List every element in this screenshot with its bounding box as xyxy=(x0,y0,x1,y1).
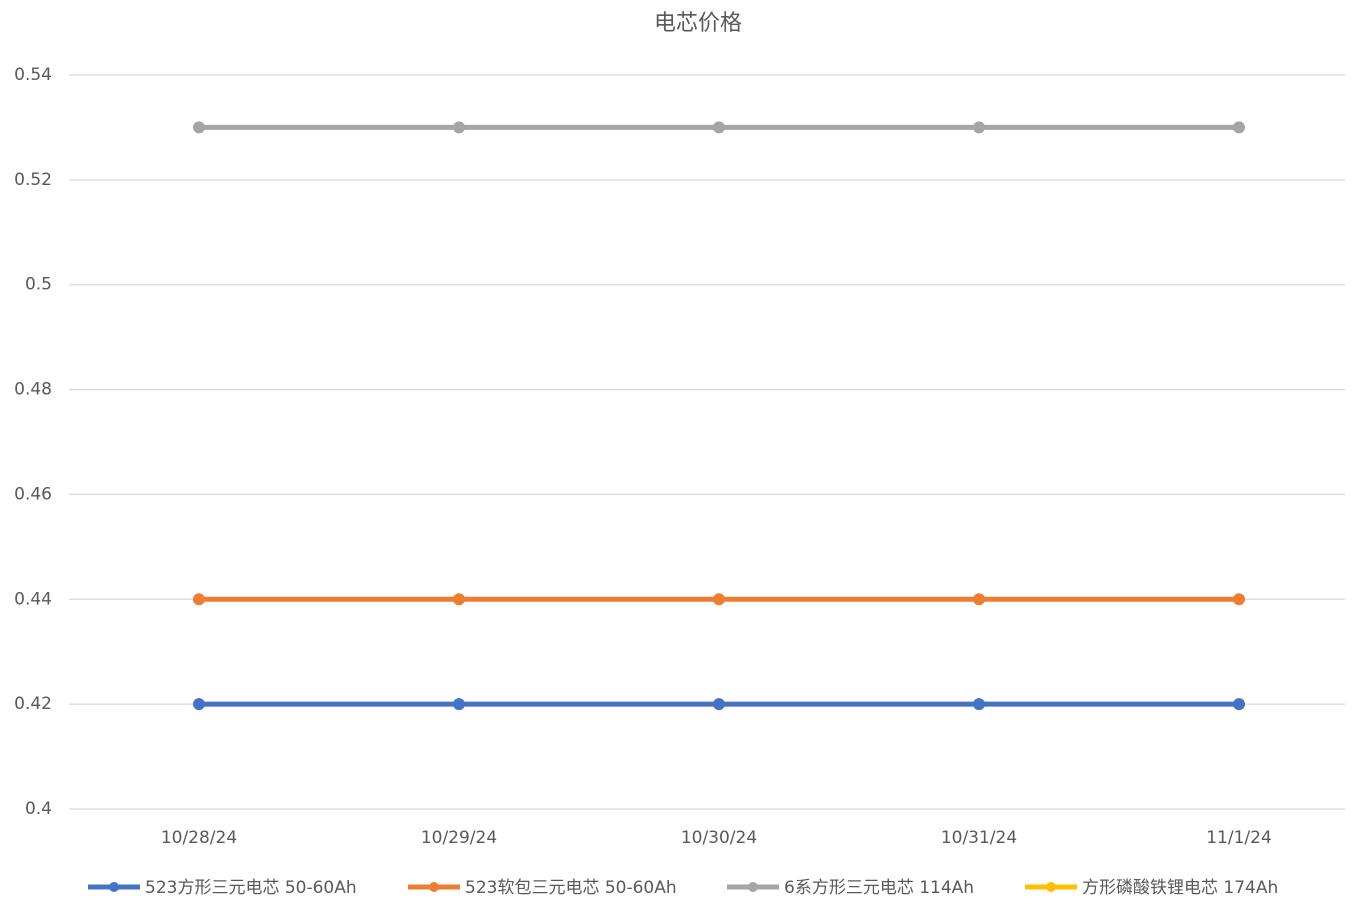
series-marker xyxy=(713,593,725,606)
x-tick-label: 11/1/24 xyxy=(1206,828,1272,848)
series-marker xyxy=(193,121,205,134)
chart-title: 电芯价格 xyxy=(654,11,742,36)
y-tick-label: 0.4 xyxy=(25,799,52,819)
series-marker xyxy=(193,593,205,606)
legend-marker xyxy=(429,882,439,892)
series-marker xyxy=(1233,593,1245,606)
legend-marker xyxy=(748,882,758,892)
legend-label: 方形磷酸铁锂电芯 174Ah xyxy=(1082,878,1278,898)
y-tick-label: 0.48 xyxy=(14,380,52,400)
legend-marker xyxy=(109,882,119,892)
legend-marker xyxy=(1046,882,1056,892)
x-tick-label: 10/30/24 xyxy=(681,828,757,848)
y-tick-label: 0.5 xyxy=(25,275,52,295)
y-tick-label: 0.46 xyxy=(14,484,52,504)
series-marker xyxy=(453,121,465,134)
x-tick-label: 10/31/24 xyxy=(941,828,1017,848)
series-marker xyxy=(453,698,465,711)
series-marker xyxy=(973,121,985,134)
y-tick-label: 0.44 xyxy=(14,589,52,609)
legend-label: 523方形三元电芯 50-60Ah xyxy=(145,878,357,898)
y-tick-label: 0.52 xyxy=(14,170,52,190)
series-marker xyxy=(1233,121,1245,134)
legend-label: 523软包三元电芯 50-60Ah xyxy=(465,878,677,898)
series-marker xyxy=(453,593,465,606)
y-tick-label: 0.54 xyxy=(14,65,52,85)
y-tick-label: 0.42 xyxy=(14,694,52,714)
series-marker xyxy=(713,698,725,711)
series-marker xyxy=(193,698,205,711)
legend-label: 6系方形三元电芯 114Ah xyxy=(784,878,974,898)
series-marker xyxy=(713,121,725,134)
x-tick-label: 10/28/24 xyxy=(161,828,237,848)
series-marker xyxy=(973,698,985,711)
x-tick-label: 10/29/24 xyxy=(421,828,497,848)
series-marker xyxy=(973,593,985,606)
series-marker xyxy=(1233,698,1245,711)
